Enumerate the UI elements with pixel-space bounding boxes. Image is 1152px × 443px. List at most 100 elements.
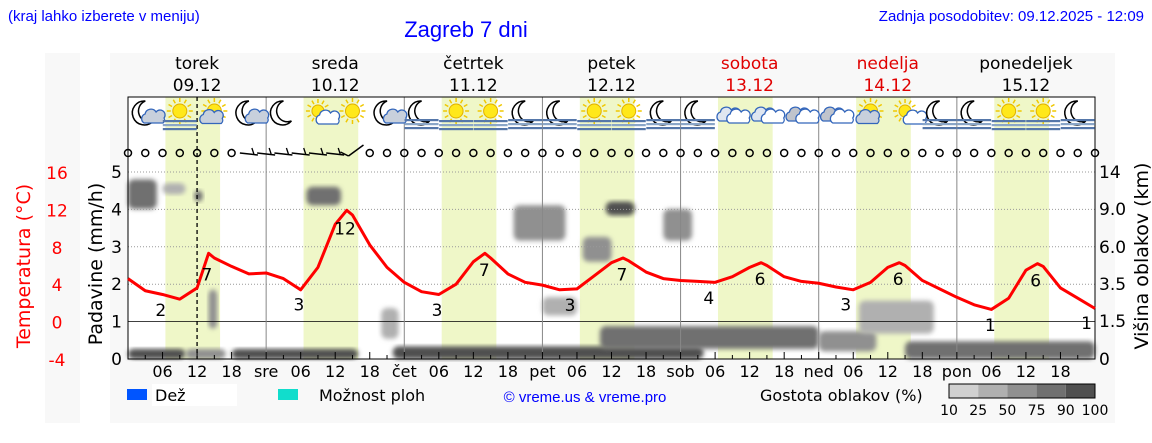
fog-line xyxy=(577,128,612,131)
wind-calm-icon xyxy=(745,148,754,158)
wind-barb-icon xyxy=(326,147,345,156)
wind-barb-icon xyxy=(291,147,310,156)
x-tick-label: 06 xyxy=(567,362,587,381)
barb-flag xyxy=(285,147,290,155)
wind-barb-strong-icon xyxy=(340,144,364,157)
daylight-band xyxy=(579,97,635,359)
cloud-density-area xyxy=(542,296,577,316)
temp-tick-label: 16 xyxy=(46,164,68,184)
sun-fog-icon xyxy=(611,98,646,131)
fog-line xyxy=(957,123,992,126)
cloud-density-area xyxy=(231,348,359,359)
temp-extreme-label: 3 xyxy=(432,301,443,321)
fog-line xyxy=(473,120,508,123)
moon-fog-icon xyxy=(404,100,439,130)
cloud-height-tick-label: 6.0 xyxy=(1099,238,1126,258)
sun-ray xyxy=(483,99,487,104)
precip-tick-label: 0 xyxy=(111,350,122,370)
fog-line xyxy=(404,119,439,122)
sun-ray xyxy=(1036,99,1040,104)
copyright-link[interactable]: © vreme.us & vreme.pro xyxy=(504,389,667,406)
fog-line xyxy=(680,123,715,126)
fog-line xyxy=(922,123,957,126)
cloud-height-tick-label: 3.5 xyxy=(1099,275,1126,295)
cloud-density-area xyxy=(128,179,157,209)
cloud-density-area xyxy=(818,331,877,352)
cloud-density-area xyxy=(381,308,399,339)
sun-ray xyxy=(321,100,325,105)
sun-ray xyxy=(444,114,449,119)
moon-shape xyxy=(269,100,292,126)
barb-flag xyxy=(268,147,272,155)
day-name: četrtek xyxy=(443,54,504,74)
fog-line xyxy=(508,127,543,130)
wind-calm-icon xyxy=(123,148,133,158)
sun-small-cloud-icon xyxy=(893,99,928,125)
wind-calm-icon xyxy=(589,148,599,158)
sun-ray xyxy=(168,114,173,119)
temp-extreme-label: 4 xyxy=(703,289,714,309)
cloud-icon xyxy=(716,106,751,124)
barb-shaft xyxy=(239,152,258,156)
wind-calm-icon xyxy=(572,148,582,158)
moon-fog-icon xyxy=(542,100,577,130)
fog-line xyxy=(1026,120,1061,123)
sun-ray xyxy=(632,99,636,104)
x-tick-label: 06 xyxy=(843,362,863,381)
sun-ray xyxy=(448,99,453,104)
sun-ray xyxy=(498,114,503,119)
x-tick-label: 18 xyxy=(221,362,241,381)
moon-fog-icon xyxy=(1060,100,1095,130)
x-tick-label: 12 xyxy=(325,362,345,381)
fog-line xyxy=(162,124,197,127)
daylight-band xyxy=(994,97,1049,359)
fog-line xyxy=(439,124,474,127)
day-date: 14.12 xyxy=(863,76,912,96)
cloud-density-swatch xyxy=(949,384,979,398)
sun-ray xyxy=(997,114,1002,119)
cloud-density-area xyxy=(859,300,934,334)
wind-barb-icon xyxy=(239,147,258,156)
x-tick-label: 12 xyxy=(601,362,621,381)
temp-extreme-label: 6 xyxy=(1030,272,1041,292)
cloud-density-swatch xyxy=(1036,384,1066,398)
x-tick-label: 18 xyxy=(498,362,518,381)
sun-ray xyxy=(359,114,365,119)
sun-ray xyxy=(636,114,641,119)
cloud-shape xyxy=(382,108,408,124)
wind-calm-icon xyxy=(434,148,444,158)
temp-axis-panel xyxy=(45,53,80,423)
day-date: 13.12 xyxy=(725,76,774,96)
temp-extreme-label: 6 xyxy=(755,270,766,290)
wind-calm-icon xyxy=(831,148,841,158)
cloud-density-scale-label: 50 xyxy=(998,403,1016,419)
wind-calm-icon xyxy=(365,148,374,158)
fog-line xyxy=(473,124,508,127)
precip-tick-label: 4 xyxy=(111,200,122,220)
wind-calm-icon xyxy=(814,148,823,158)
cloud-density-swatch xyxy=(1065,384,1095,398)
sun-ray xyxy=(1016,114,1021,119)
temp-extreme-label: 1 xyxy=(1081,314,1092,334)
wind-calm-icon xyxy=(486,148,495,158)
fog-line xyxy=(577,124,612,127)
precip-axis-label: Padavine (mm/h) xyxy=(85,183,107,346)
cloud-density-swatch xyxy=(978,384,1008,398)
cloud-density-area xyxy=(582,236,612,262)
wind-calm-icon xyxy=(538,148,547,158)
sun-ray xyxy=(202,103,207,108)
sun-ray xyxy=(459,99,464,104)
sun-ray xyxy=(598,99,602,104)
day-name: ponedeljek xyxy=(979,54,1073,74)
barb-shaft xyxy=(274,152,293,156)
cloud-density-scale-frame xyxy=(948,383,1096,399)
cloud-shape xyxy=(315,109,341,125)
wind-calm-icon xyxy=(503,148,513,158)
cloud-density-title: Gostota oblakov (%) xyxy=(760,386,923,405)
fog-line xyxy=(542,119,577,122)
sun-ray xyxy=(582,103,587,108)
precip-tick-label: 1 xyxy=(111,313,122,333)
barb-shaft xyxy=(340,151,349,157)
sun-ray xyxy=(340,103,346,108)
sun-fog-icon xyxy=(991,98,1026,131)
